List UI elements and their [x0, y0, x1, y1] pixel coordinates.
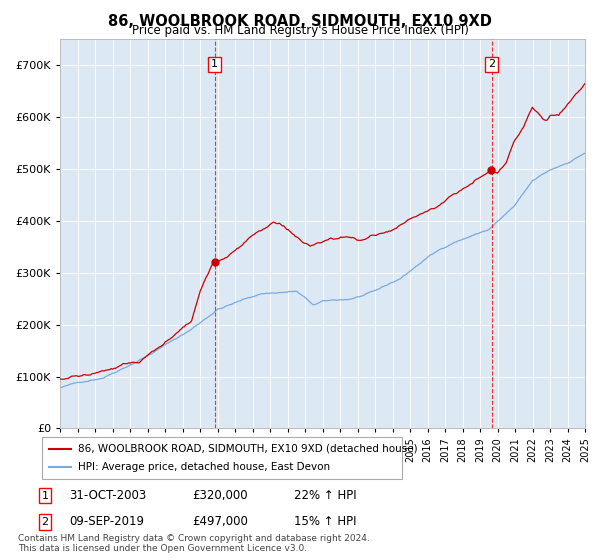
Text: 86, WOOLBROOK ROAD, SIDMOUTH, EX10 9XD: 86, WOOLBROOK ROAD, SIDMOUTH, EX10 9XD [108, 14, 492, 29]
Text: 31-OCT-2003: 31-OCT-2003 [69, 489, 146, 502]
Text: 09-SEP-2019: 09-SEP-2019 [69, 515, 144, 529]
Text: 15% ↑ HPI: 15% ↑ HPI [294, 515, 356, 529]
FancyBboxPatch shape [42, 437, 402, 479]
Text: 86, WOOLBROOK ROAD, SIDMOUTH, EX10 9XD (detached house): 86, WOOLBROOK ROAD, SIDMOUTH, EX10 9XD (… [78, 444, 418, 454]
Text: £497,000: £497,000 [192, 515, 248, 529]
Text: 2: 2 [41, 517, 49, 527]
Text: 1: 1 [211, 59, 218, 69]
Text: HPI: Average price, detached house, East Devon: HPI: Average price, detached house, East… [78, 462, 330, 472]
Text: Contains HM Land Registry data © Crown copyright and database right 2024.
This d: Contains HM Land Registry data © Crown c… [18, 534, 370, 553]
Text: 2: 2 [488, 59, 495, 69]
Text: £320,000: £320,000 [192, 489, 248, 502]
Text: Price paid vs. HM Land Registry's House Price Index (HPI): Price paid vs. HM Land Registry's House … [131, 24, 469, 37]
Text: 22% ↑ HPI: 22% ↑ HPI [294, 489, 356, 502]
Text: 1: 1 [41, 491, 49, 501]
